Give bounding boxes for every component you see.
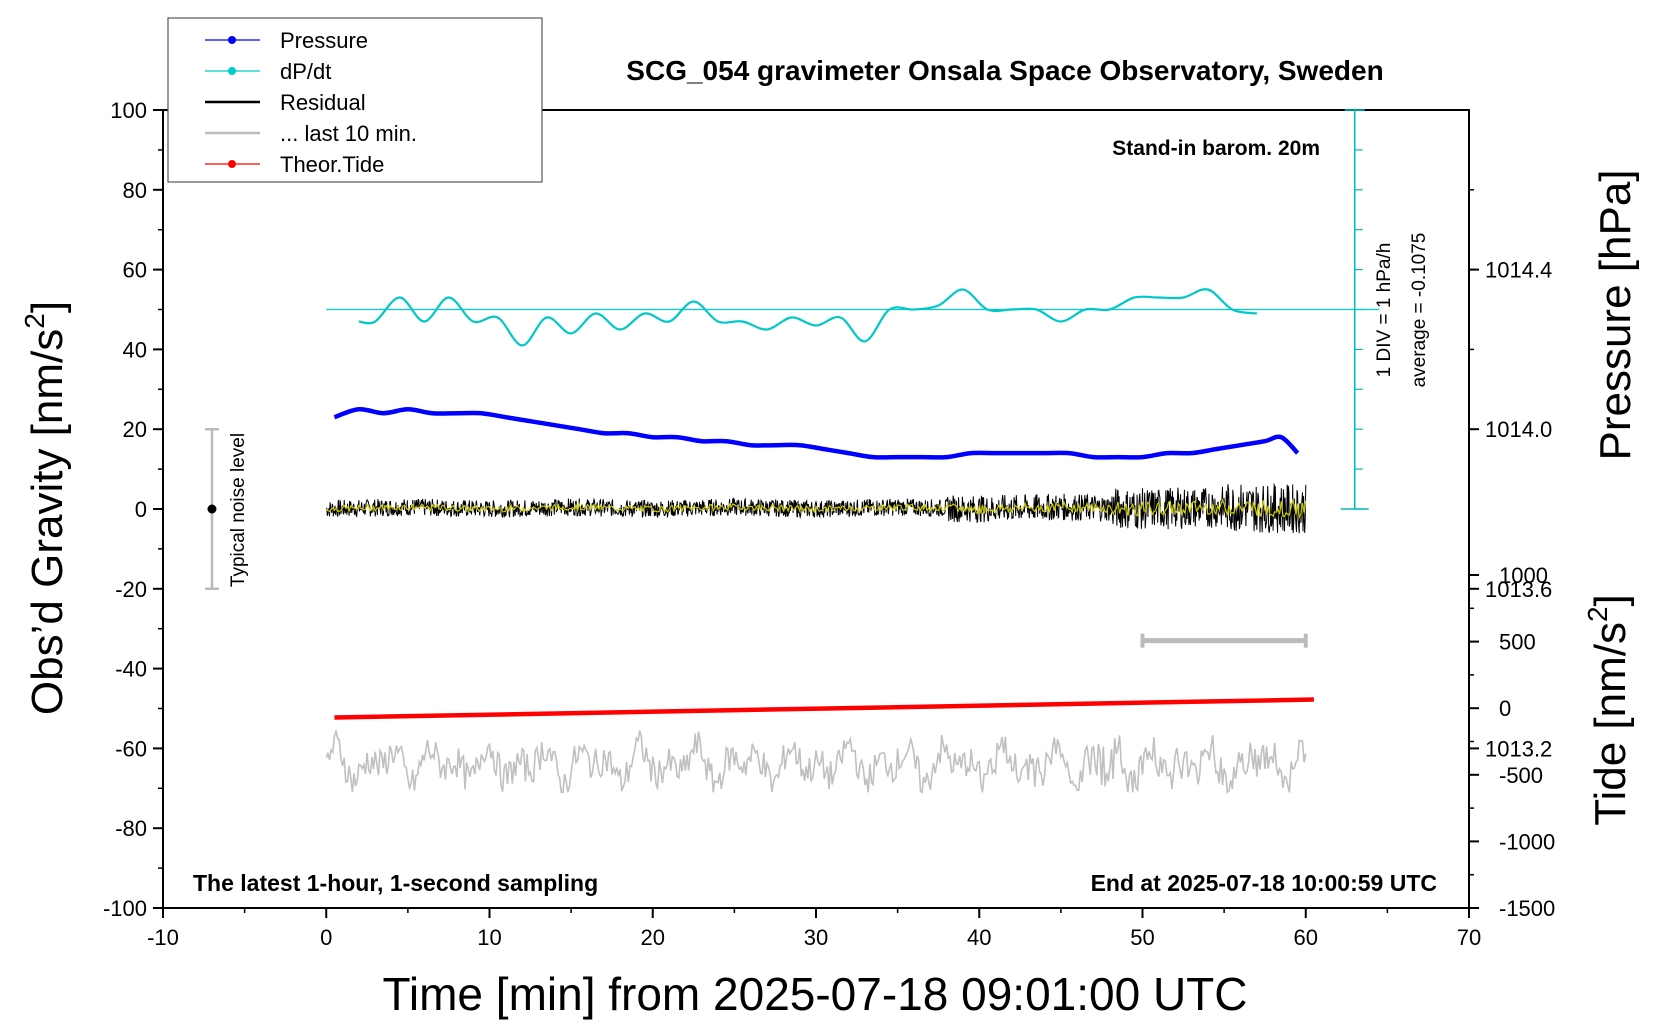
barometer-label: Stand-in barom. 20m	[1112, 137, 1320, 160]
axes-layer: -10 0 10 20 30 40 50 60 70-100-80-60-40-20020406…	[103, 98, 1555, 950]
tide-axis-title-sup: 2	[1582, 606, 1613, 622]
noise-center-dot	[207, 504, 217, 514]
y-axis-title: Obs’d Gravity [nm/s2]	[19, 301, 72, 715]
tide-axis-title-main: Tide [nm/s	[1586, 622, 1635, 826]
legend: Pressure dP/dt Residual ... last 10 min. The…	[167, 17, 543, 183]
pressure-series-line	[333, 407, 1300, 460]
tide-tick-label: 500	[1499, 630, 1536, 655]
y-tick-label: 20	[123, 417, 147, 442]
x-tick-label: 0	[320, 925, 332, 950]
y-tick-label: 80	[123, 178, 147, 203]
noise-label: Typical noise level	[228, 433, 249, 587]
x-tick-label: 10	[477, 925, 501, 950]
x-axis-title: Time [min] from 2025-07-18 09:01:00 UTC	[383, 968, 1248, 1020]
y-tick-label: 60	[123, 258, 147, 283]
x-tick-label: -10	[147, 925, 179, 950]
residual-smoothed-line	[325, 497, 1307, 520]
dpdt-series-line	[358, 288, 1257, 347]
average-label: average = -0.1075	[1409, 233, 1430, 388]
scale-div-label: 1 DIV = 1 hPa/h	[1374, 243, 1395, 378]
x-tick-label: 60	[1294, 925, 1318, 950]
legend-swatch-marker	[228, 67, 236, 75]
x-tick-label: 40	[967, 925, 991, 950]
residual-series-line	[325, 483, 1307, 534]
tide-tick-label: -500	[1499, 763, 1543, 788]
tide-series-line	[334, 697, 1314, 720]
pressure-tick-label: 1014.0	[1485, 417, 1552, 442]
pressure-axis-title: Pressure [hPa]	[1591, 169, 1640, 460]
y-tick-label: -60	[115, 736, 147, 761]
legend-items: Pressure dP/dt Residual ... last 10 min. The…	[205, 28, 417, 177]
bottom-right-label: End at 2025-07-18 10:00:59 UTC	[1091, 870, 1437, 896]
data-layer	[204, 109, 1380, 795]
y-tick-label: -100	[103, 896, 147, 921]
y-tick-label: 40	[123, 337, 147, 362]
tide-axis-title-close: ]	[1586, 594, 1635, 606]
legend-swatch-marker	[228, 36, 236, 44]
y-axis-title-close: ]	[23, 301, 72, 313]
legend-label: Theor.Tide	[280, 152, 384, 177]
legend-label: ... last 10 min.	[280, 121, 417, 146]
bottom-left-label: The latest 1-hour, 1-second sampling	[193, 870, 598, 896]
legend-label: Residual	[280, 90, 366, 115]
y-tick-label: -40	[115, 657, 147, 682]
x-tick-label: 20	[641, 925, 665, 950]
y-axis-title-main: Obs’d Gravity [nm/s	[23, 329, 72, 715]
tide-tick-label: 0	[1499, 696, 1511, 721]
tide-tick-label: -1500	[1499, 896, 1555, 921]
x-tick-label: 50	[1130, 925, 1154, 950]
legend-label: dP/dt	[280, 59, 331, 84]
legend-label: Pressure	[280, 28, 368, 53]
last10-zoom-line	[325, 728, 1307, 795]
y-tick-label: -80	[115, 816, 147, 841]
y-tick-label: -20	[115, 577, 147, 602]
pressure-tick-label: 1013.2	[1485, 736, 1552, 761]
legend-box	[167, 17, 543, 183]
tide-axis-title: Tide [nm/s2]	[1582, 594, 1635, 826]
x-tick-label: 30	[804, 925, 828, 950]
y-tick-label: 100	[110, 98, 147, 123]
pressure-tick-label: 1013.6	[1485, 577, 1552, 602]
y-tick-label: 0	[135, 497, 147, 522]
x-tick-label: 70	[1457, 925, 1481, 950]
tide-tick-label: -1000	[1499, 829, 1555, 854]
y-axis-title-sup: 2	[19, 313, 50, 329]
pressure-tick-label: 1014.4	[1485, 258, 1552, 283]
tide-tick-label: 1000	[1499, 563, 1548, 588]
legend-swatch-marker	[228, 160, 236, 168]
chart-title: SCG_054 gravimeter Onsala Space Observat…	[626, 55, 1383, 86]
